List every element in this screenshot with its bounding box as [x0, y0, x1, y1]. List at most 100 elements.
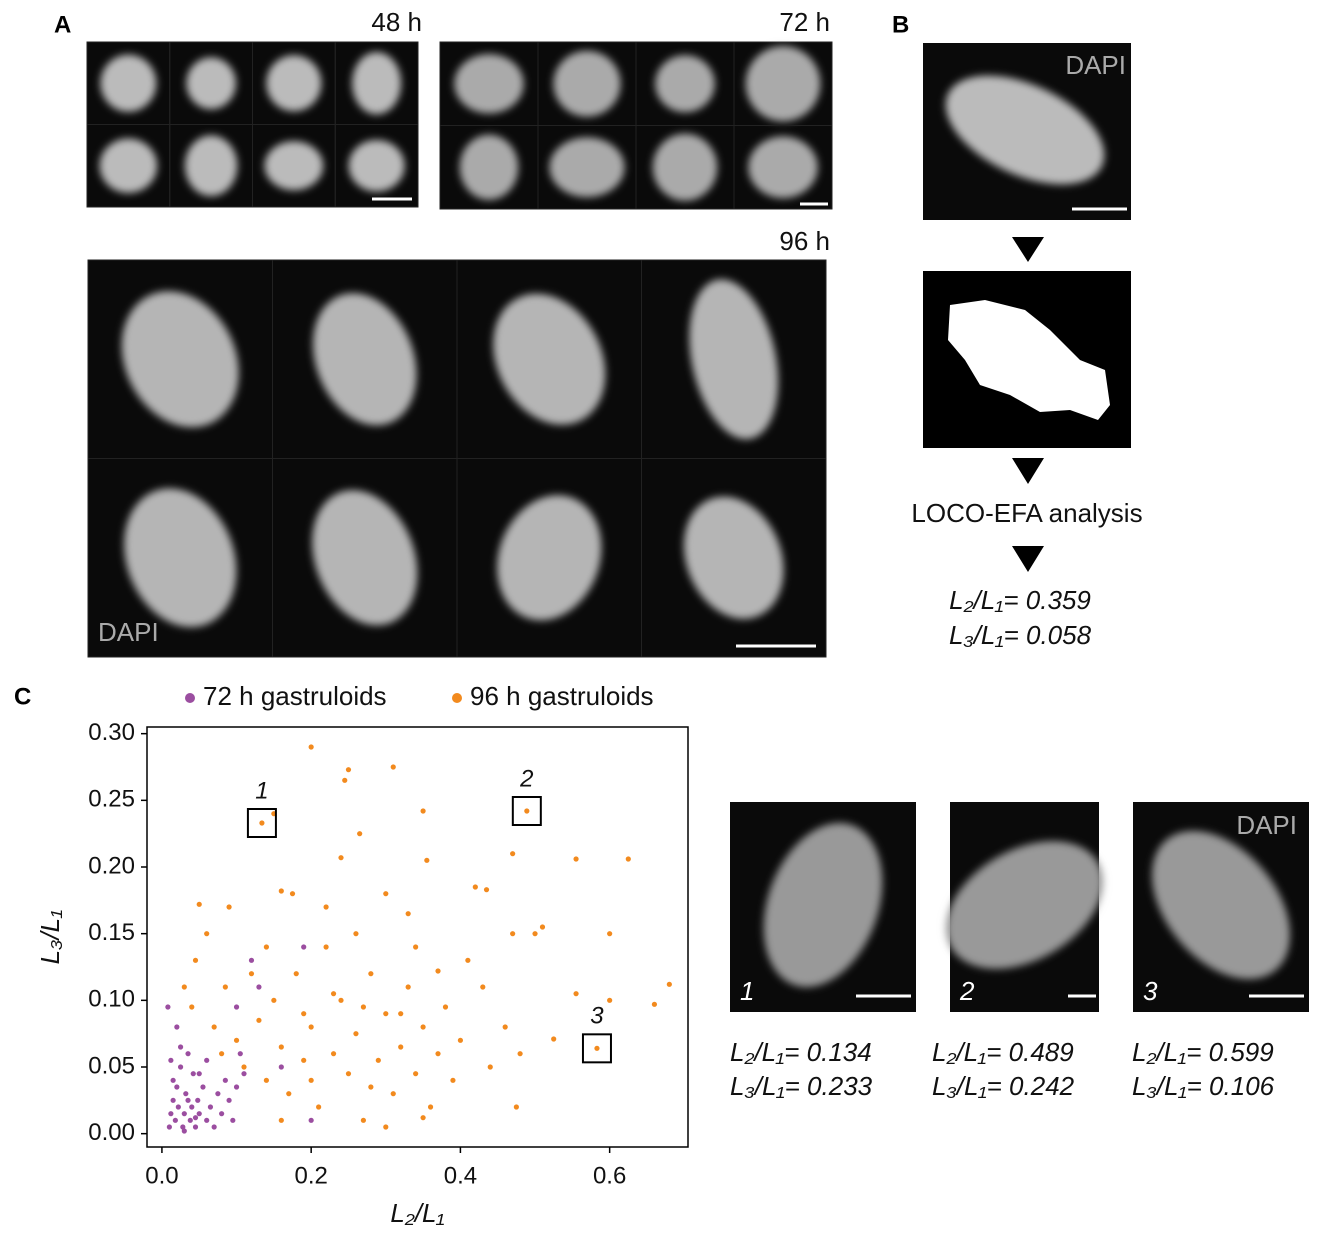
specimen [745, 46, 821, 122]
point [301, 1011, 307, 1017]
point [413, 1071, 419, 1077]
point [450, 1077, 456, 1083]
point [248, 957, 255, 963]
y-tick-label: 0.25 [88, 786, 135, 813]
point [435, 1051, 441, 1057]
point [233, 1084, 240, 1090]
point [166, 1124, 172, 1130]
point [442, 1004, 449, 1010]
point [263, 1077, 269, 1083]
example-id: 3 [1143, 976, 1158, 1006]
specimen [683, 496, 784, 619]
point [457, 1037, 464, 1043]
point [256, 1017, 262, 1023]
specimen [459, 134, 519, 200]
point [196, 1111, 202, 1117]
point [338, 855, 344, 861]
point [204, 931, 210, 937]
mask [948, 300, 1110, 420]
ratio-text: L₃/L₁= 0.058 [949, 620, 1092, 650]
specimen [121, 291, 239, 428]
point [200, 1084, 206, 1090]
specimen [763, 822, 883, 988]
point [383, 1124, 389, 1130]
specimen [945, 841, 1104, 969]
point [420, 808, 426, 814]
annotation: 2 [519, 765, 533, 792]
specimen [352, 52, 402, 115]
specimen [99, 138, 158, 194]
ratio-text: L₂/L₁= 0.489 [932, 1037, 1074, 1067]
point [174, 1084, 180, 1090]
y-tick-label: 0.15 [88, 919, 135, 946]
point [180, 1124, 186, 1130]
example-id: 1 [740, 976, 754, 1006]
point [390, 1091, 396, 1097]
point [465, 957, 471, 963]
point [192, 957, 199, 963]
point [405, 911, 411, 917]
point [607, 997, 613, 1003]
x-axis-label: L₂/L₁ [390, 1198, 444, 1228]
point [383, 1011, 389, 1017]
point [424, 857, 430, 863]
point [532, 931, 538, 937]
point [222, 984, 228, 990]
legend-label: 72 h gastruloids [203, 681, 387, 711]
point [551, 1036, 557, 1042]
point [398, 1011, 404, 1017]
point [573, 856, 579, 862]
specimen [264, 141, 324, 191]
point [271, 997, 277, 1003]
point [241, 1071, 247, 1077]
specimen [348, 139, 405, 192]
point [502, 1024, 508, 1030]
specimen [1152, 830, 1290, 980]
highlight-box [246, 808, 277, 838]
point [181, 984, 187, 990]
specimen [493, 293, 606, 425]
specimen [313, 293, 417, 426]
stain-label: DAPI [1065, 50, 1126, 80]
point [204, 1057, 210, 1063]
x-tick-label: 0.0 [145, 1162, 178, 1189]
point [185, 1051, 191, 1057]
ratio-text: L₂/L₁= 0.134 [730, 1037, 872, 1067]
point [219, 1111, 225, 1117]
y-tick-label: 0.30 [88, 719, 135, 746]
image-cell [733, 125, 833, 210]
point [316, 1104, 322, 1110]
point [168, 1057, 174, 1063]
panel-label: A [54, 11, 71, 38]
image-cell [641, 458, 827, 658]
point [360, 1004, 366, 1010]
highlight-box [581, 1033, 612, 1064]
point [472, 884, 478, 890]
point [413, 944, 419, 950]
time-label: 96 h [779, 226, 830, 256]
point [226, 1097, 232, 1103]
specimen [124, 488, 237, 628]
specimen [312, 490, 418, 626]
y-tick-label: 0.20 [88, 852, 135, 879]
point [170, 1097, 176, 1103]
point [353, 1031, 359, 1037]
panel-label: C [14, 683, 31, 710]
time-label: 72 h [779, 7, 830, 37]
point [487, 1064, 493, 1070]
x-tick-label: 0.2 [294, 1162, 327, 1189]
annotation: 1 [255, 777, 268, 804]
point [278, 1064, 284, 1070]
point [177, 1044, 184, 1050]
point [308, 744, 314, 750]
specimen [689, 279, 779, 440]
point [183, 1091, 189, 1097]
specimen [553, 50, 621, 117]
point [256, 984, 262, 990]
point [330, 991, 337, 997]
specimen [497, 495, 602, 621]
point [390, 764, 396, 770]
point [607, 931, 613, 937]
point [263, 944, 269, 950]
point [219, 1051, 225, 1057]
